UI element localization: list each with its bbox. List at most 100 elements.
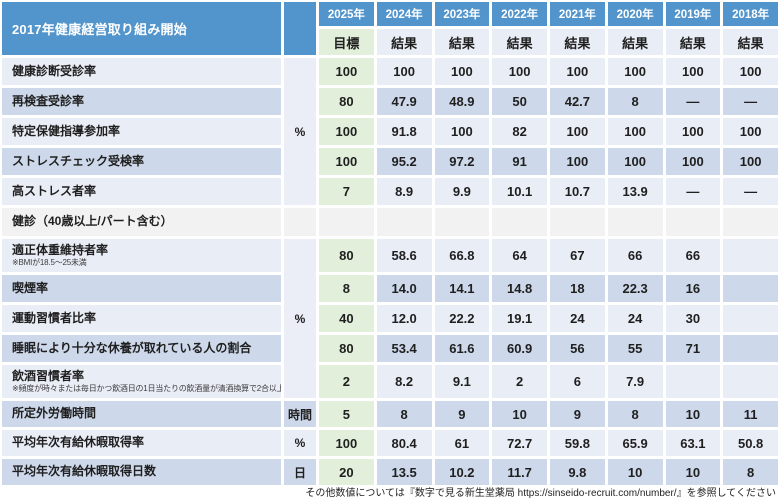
- result-value-cell: 24: [607, 305, 663, 332]
- target-value-cell: 80: [319, 239, 374, 272]
- result-value-cell: 8.9: [376, 178, 432, 205]
- result-value-cell: 47.9: [376, 88, 432, 115]
- row-label-text: 睡眠により十分な休養が取れている人の割合: [12, 340, 252, 355]
- row-label: 高ストレス者率: [2, 178, 281, 205]
- result-value-cell: 13.9: [607, 178, 663, 205]
- result-value-cell: —: [665, 178, 721, 205]
- result-value-cell: 9: [550, 401, 605, 427]
- result-value-cell: 100: [665, 58, 721, 85]
- table-title: 2017年健康経営取り組み開始: [2, 2, 281, 55]
- result-value-cell: 56: [550, 335, 605, 362]
- result-value-cell: 72.7: [492, 430, 547, 456]
- result-value-cell: 10: [665, 401, 721, 427]
- result-value-cell: [723, 335, 778, 362]
- result-value-cell: 9.1: [434, 365, 490, 398]
- result-value-cell: 100: [550, 148, 605, 175]
- result-value-cell: 9.9: [434, 178, 490, 205]
- row-label-text: 平均年次有給休暇取得日数: [12, 464, 157, 479]
- unit-cell: 日: [284, 459, 316, 485]
- result-value-cell: 8.2: [376, 365, 432, 398]
- result-value-cell: 61.6: [434, 335, 490, 362]
- row-label-text: 特定保健指導参加率: [12, 123, 121, 138]
- result-value-cell: 100: [376, 58, 432, 85]
- target-value-cell: 7: [319, 178, 374, 205]
- row-label: ストレスチェック受検率: [2, 148, 281, 175]
- result-value-cell: 100: [665, 118, 721, 145]
- result-value-cell: [723, 275, 778, 302]
- row-label-text: 適正体重維持者率: [12, 242, 109, 257]
- result-value-cell: [665, 365, 721, 398]
- result-value-cell: 100: [492, 58, 547, 85]
- result-value-cell: [723, 365, 778, 398]
- row-label-text: ストレスチェック受検率: [12, 153, 145, 168]
- row-label: 平均年次有給休暇取得率: [2, 430, 281, 456]
- result-value-cell: 61: [434, 430, 490, 456]
- result-value-cell: 58.6: [376, 239, 432, 272]
- row-label: 飲酒習慣者率 ※頻度が時々または毎日かつ飲酒日の1日当たりの飲酒量が清酒換算で2合…: [2, 365, 281, 398]
- unit-cell: [284, 208, 316, 236]
- result-value-cell: 100: [434, 118, 490, 145]
- target-value-cell: [319, 208, 374, 236]
- health-metrics-table: 2017年健康経営取り組み開始 2025年 2024年 2023年 2022年 2021年…: [2, 2, 778, 485]
- result-value-cell: —: [723, 88, 778, 115]
- row-label-note: ※頻度が時々または毎日かつ飲酒日の1日当たりの飲酒量が清酒換算で2合以上の割合: [12, 384, 281, 394]
- row-label: 適正体重維持者率 ※BMIが18.5〜25未満: [2, 239, 281, 272]
- unit-header-cell: [284, 2, 316, 55]
- result-value-cell: [665, 208, 721, 236]
- row-label-text: 運動習慣者比率: [12, 310, 97, 325]
- result-value-cell: 24: [550, 305, 605, 332]
- result-value-cell: 100: [607, 118, 663, 145]
- result-value-cell: 60.9: [492, 335, 547, 362]
- result-value-cell: —: [665, 88, 721, 115]
- result-value-cell: 9.8: [550, 459, 605, 485]
- result-header: 結果: [607, 29, 663, 55]
- year-header: 2024年: [376, 2, 432, 26]
- result-value-cell: 66: [665, 239, 721, 272]
- result-value-cell: 14.0: [376, 275, 432, 302]
- result-value-cell: 67: [550, 239, 605, 272]
- result-value-cell: [376, 208, 432, 236]
- target-header: 目標: [319, 29, 374, 55]
- unit-cell: %: [284, 430, 316, 456]
- result-value-cell: 7.9: [607, 365, 663, 398]
- result-header: 結果: [376, 29, 432, 55]
- target-value-cell: 2: [319, 365, 374, 398]
- result-value-cell: 50.8: [723, 430, 778, 456]
- row-label-text: 高ストレス者率: [12, 183, 97, 198]
- result-value-cell: 97.2: [434, 148, 490, 175]
- result-value-cell: 10.7: [550, 178, 605, 205]
- year-header: 2018年: [723, 2, 778, 26]
- result-value-cell: 13.5: [376, 459, 432, 485]
- result-header: 結果: [550, 29, 605, 55]
- result-value-cell: 22.3: [607, 275, 663, 302]
- row-label-text: 喫煙率: [12, 280, 49, 295]
- result-value-cell: 100: [550, 58, 605, 85]
- result-value-cell: 91.8: [376, 118, 432, 145]
- section-row-label: 健診（40歳以上/パート含む）: [2, 208, 281, 236]
- result-value-cell: 66.8: [434, 239, 490, 272]
- row-label: 運動習慣者比率: [2, 305, 281, 332]
- unit-cell: 時間: [284, 401, 316, 427]
- result-value-cell: 100: [607, 148, 663, 175]
- result-value-cell: 11: [723, 401, 778, 427]
- result-value-cell: 16: [665, 275, 721, 302]
- result-value-cell: 80.4: [376, 430, 432, 456]
- year-header: 2023年: [434, 2, 490, 26]
- result-value-cell: [723, 239, 778, 272]
- result-header: 結果: [723, 29, 778, 55]
- result-value-cell: 63.1: [665, 430, 721, 456]
- target-value-cell: 80: [319, 88, 374, 115]
- row-label-text: 平均年次有給休暇取得率: [12, 435, 145, 450]
- row-label: 再検査受診率: [2, 88, 281, 115]
- unit-cell: %: [284, 58, 316, 205]
- result-value-cell: 19.1: [492, 305, 547, 332]
- result-value-cell: 95.2: [376, 148, 432, 175]
- result-value-cell: 48.9: [434, 88, 490, 115]
- result-value-cell: 100: [723, 118, 778, 145]
- result-value-cell: 30: [665, 305, 721, 332]
- result-value-cell: 14.8: [492, 275, 547, 302]
- row-label-text: 健診（40歳以上/パート含む）: [12, 214, 173, 229]
- result-header: 結果: [434, 29, 490, 55]
- year-header: 2019年: [665, 2, 721, 26]
- result-value-cell: 10: [607, 459, 663, 485]
